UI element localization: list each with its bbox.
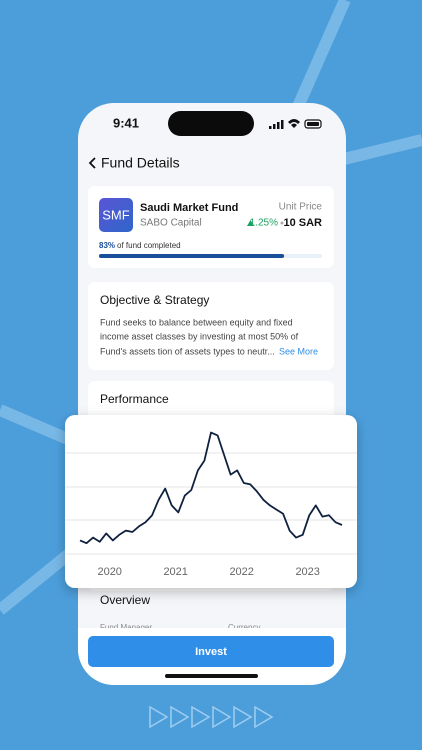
chevrons [149, 705, 274, 729]
fund-logo [99, 198, 133, 232]
x-tick-label: 2021 [163, 566, 187, 578]
objective-line: income asset classes by investing at mos… [100, 331, 299, 341]
overview-field: Currency [228, 623, 260, 632]
fund-manager: SABO Capital [140, 218, 202, 229]
x-tick-label: 2022 [229, 566, 253, 578]
invest-label: Invest [195, 646, 227, 658]
objective-title: Objective & Strategy [100, 293, 209, 307]
dot-separator [280, 221, 284, 225]
progress-text: of fund completed [117, 241, 181, 250]
status-time: 9:41 [113, 115, 139, 130]
invest-button[interactable] [88, 636, 334, 667]
price-label: Unit Price [279, 202, 323, 213]
progress-value: 83% [99, 241, 115, 250]
fund-logo-text: SMF [102, 207, 130, 222]
x-tick-label: 2020 [97, 566, 121, 578]
notch [168, 111, 254, 136]
price-change: 1.25% [250, 218, 278, 229]
overview-field: Fund Manager [100, 623, 152, 632]
up-arrow [247, 220, 254, 226]
objective-line: Fund seeks to balance between equity and… [100, 317, 293, 327]
overview-title: Overview [100, 593, 150, 607]
performance-title: Performance [100, 392, 169, 406]
performance-line [79, 431, 343, 545]
objective-line: Fund's assets tion of assets types to ne… [100, 346, 275, 356]
fund-name: Saudi Market Fund [140, 202, 238, 214]
price: 10 SAR [283, 217, 322, 229]
performance-chart: 2020 2021 2022 2023 [65, 415, 357, 588]
status-icons [269, 119, 322, 129]
fund-card [88, 186, 334, 268]
objective-card [88, 282, 334, 370]
x-tick-label: 2023 [295, 566, 319, 578]
header-title: Fund Details [101, 155, 180, 171]
progress-fill [99, 254, 285, 258]
home-indicator [165, 674, 258, 678]
see-more-link[interactable]: See More [279, 346, 318, 356]
back-arrow[interactable] [88, 157, 96, 169]
chart-card [65, 415, 357, 588]
